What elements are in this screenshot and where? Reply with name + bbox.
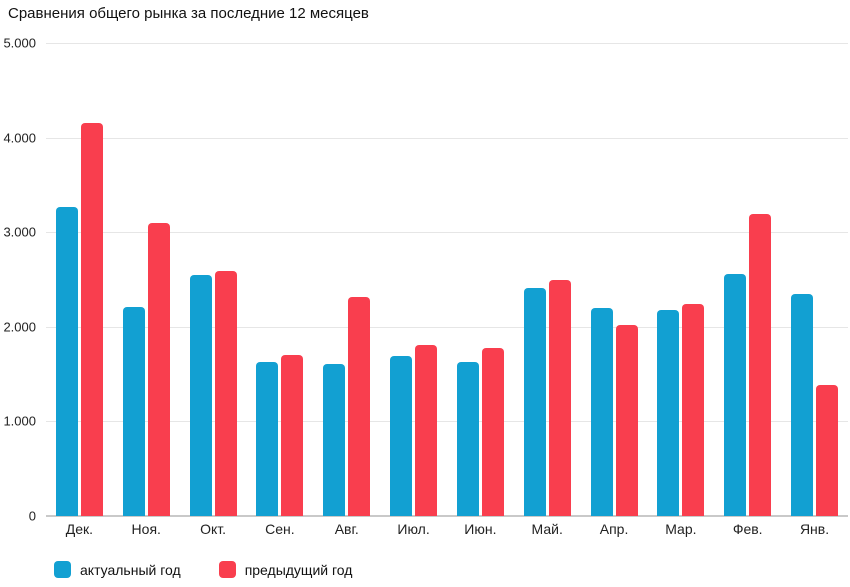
bar-actual-year — [590, 307, 613, 516]
x-axis-label: Окт. — [200, 521, 227, 537]
y-axis-label: 5.000 — [3, 35, 36, 51]
bar-previous-year — [615, 324, 638, 516]
bar-previous-year — [682, 304, 705, 516]
bar-group-Фев — [714, 43, 781, 516]
legend-item-previous-year[interactable]: предыдущий год — [218, 561, 353, 578]
x-axis-label: Июл. — [397, 521, 430, 537]
bar-group-Дек — [46, 43, 113, 516]
bar-group-Авг — [313, 43, 380, 516]
bar-group-Мар — [647, 43, 714, 516]
y-axis-label: 1.000 — [3, 413, 36, 429]
bar-previous-year — [749, 214, 772, 516]
bar-group-Июл — [380, 43, 447, 516]
bar-previous-year — [816, 384, 839, 516]
bar-previous-year — [348, 296, 371, 516]
bar-group-Май — [514, 43, 581, 516]
bar-previous-year — [481, 347, 504, 516]
gridline — [46, 232, 848, 234]
x-axis-label: Май. — [531, 521, 563, 537]
bar-actual-year — [523, 288, 546, 516]
bar-actual-year — [456, 361, 479, 516]
bars-layer — [46, 43, 848, 516]
bar-group-Сен — [246, 43, 313, 516]
bar-actual-year — [122, 306, 145, 516]
x-axis-label: Сен. — [265, 521, 295, 537]
x-axis: Дек. Ноя. Окт. Сен. Авг. Июл. Июн. Май. Апр. Мар.… — [46, 521, 848, 537]
bar-actual-year — [390, 356, 413, 516]
x-axis-baseline — [46, 515, 848, 517]
x-axis-label: Дек. — [65, 521, 94, 537]
x-axis-label: Фев. — [732, 521, 763, 537]
bar-group-Окт — [180, 43, 247, 516]
x-axis-label: Июн. — [464, 521, 497, 537]
bar-group-Июн — [447, 43, 514, 516]
x-axis-label: Апр. — [599, 521, 629, 537]
chart-title: Сравнения общего рынка за последние 12 м… — [8, 5, 369, 22]
bar-previous-year — [281, 355, 304, 516]
gridline — [46, 43, 848, 44]
bar-previous-year — [214, 271, 237, 516]
legend-label: актуальный год — [80, 561, 181, 578]
bar-group-Ноя — [113, 43, 180, 516]
y-axis: 5.000 4.000 3.000 2.000 1.000 0 — [0, 36, 36, 524]
legend-item-actual-year[interactable]: актуальный год — [54, 561, 181, 578]
y-axis-label: 2.000 — [3, 319, 36, 335]
bar-actual-year — [55, 206, 78, 516]
bar-group-Апр — [581, 43, 648, 516]
gridline — [46, 326, 848, 328]
bar-actual-year — [791, 293, 814, 516]
gridline — [46, 421, 848, 423]
plot-area — [46, 43, 848, 517]
x-axis-label: Янв. — [799, 521, 830, 537]
bar-actual-year — [256, 361, 279, 516]
bar-previous-year — [415, 344, 438, 516]
bar-group-Янв — [781, 43, 848, 516]
bar-previous-year — [548, 280, 571, 516]
bar-actual-year — [724, 273, 747, 516]
bar-actual-year — [323, 363, 346, 516]
x-axis-label: Авг. — [334, 521, 359, 537]
y-axis-label: 0 — [28, 508, 36, 524]
bar-previous-year — [147, 222, 170, 516]
bar-previous-year — [80, 123, 103, 516]
legend: актуальный год предыдущий год — [54, 561, 352, 578]
y-axis-label: 4.000 — [3, 130, 36, 146]
bar-actual-year — [189, 274, 212, 516]
bar-actual-year — [657, 309, 680, 516]
y-axis-label: 3.000 — [3, 224, 36, 240]
legend-swatch-actual-icon — [54, 561, 71, 578]
x-axis-label: Ноя. — [131, 521, 161, 537]
gridline — [46, 137, 848, 139]
legend-label: предыдущий год — [244, 561, 353, 578]
x-axis-label: Мар. — [665, 521, 697, 537]
legend-swatch-previous-icon — [218, 561, 236, 578]
